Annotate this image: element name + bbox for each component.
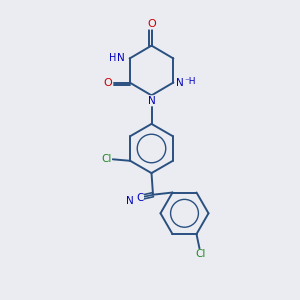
Text: Cl: Cl (101, 154, 111, 164)
Text: N: N (126, 196, 134, 206)
Text: N: N (117, 53, 125, 64)
Text: N: N (176, 77, 184, 88)
Text: O: O (147, 19, 156, 29)
Text: H: H (109, 53, 116, 64)
Text: Cl: Cl (195, 250, 205, 260)
Text: N: N (148, 96, 155, 106)
Text: ⁻H: ⁻H (185, 77, 196, 86)
Text: O: O (103, 77, 112, 88)
Text: C: C (136, 193, 143, 203)
